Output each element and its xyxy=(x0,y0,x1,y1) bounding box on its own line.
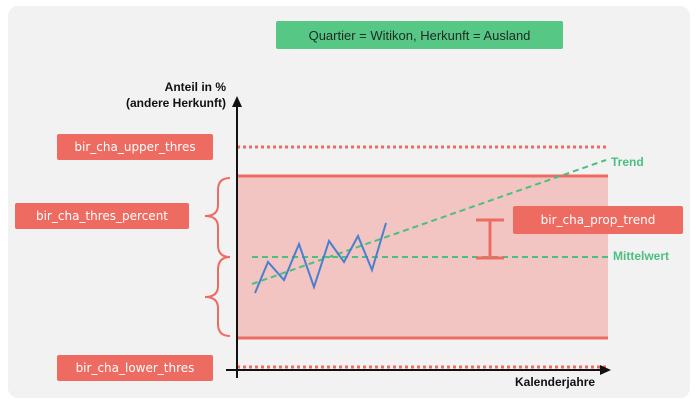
series-line xyxy=(254,222,387,294)
x-axis-label: Kalenderjahre xyxy=(515,375,596,389)
filter-header: Quartier = Witikon, Herkunft = Ausland xyxy=(276,21,563,49)
upper-threshold-label: bir_cha_upper_thres xyxy=(57,134,213,160)
lower-threshold-label: bir_cha_lower_thres xyxy=(57,355,213,381)
y-axis-label-line1: Anteil in % xyxy=(164,80,226,94)
trend-interval-marker xyxy=(476,218,504,260)
threshold-percent-label: bir_cha_thres_percent xyxy=(15,203,189,229)
y-axis-arrow xyxy=(232,96,242,107)
prop-trend-label: bir_cha_prop_trend xyxy=(513,206,683,234)
trend-line xyxy=(251,159,607,285)
upper-brace xyxy=(204,177,231,258)
lower-brace xyxy=(204,256,231,337)
trend-line-label: Trend xyxy=(611,155,644,169)
x-axis-arrow xyxy=(600,365,611,375)
y-axis-label-line2: (andere Herkunft) xyxy=(125,96,226,110)
mean-line-label: Mittelwert xyxy=(613,249,670,263)
